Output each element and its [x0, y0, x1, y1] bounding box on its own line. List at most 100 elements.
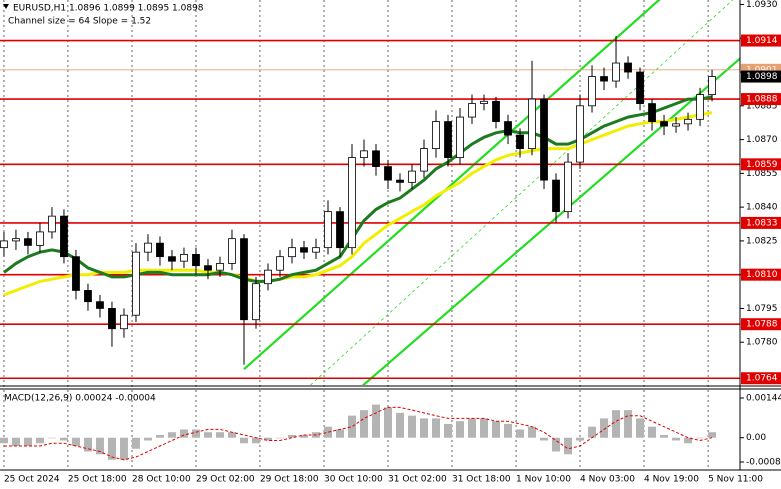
- candle-body: [696, 94, 704, 120]
- macd-bar: [71, 437, 80, 446]
- candle-body: [132, 251, 140, 316]
- candle-body: [444, 121, 452, 159]
- macd-bar: [59, 437, 68, 441]
- macd-bar: [576, 437, 585, 441]
- macd-bar: [347, 415, 356, 438]
- candle-body: [480, 100, 488, 104]
- candle-body: [420, 148, 428, 172]
- macd-bar: [588, 426, 597, 438]
- macd-bar: [612, 410, 621, 438]
- x-tick-label: 29 Oct 18:00: [260, 475, 319, 485]
- y-tick-label: 1.0840: [746, 203, 778, 213]
- symbol-icon: [3, 4, 9, 9]
- candle-body: [648, 103, 656, 122]
- macd-bar: [323, 426, 332, 438]
- candle-body: [636, 71, 644, 104]
- x-tick-label: 31 Oct 18:00: [452, 475, 511, 485]
- ask-label-box: [741, 63, 781, 76]
- x-tick-label: 5 Nov 11:00: [708, 475, 763, 485]
- macd-bar: [528, 426, 537, 438]
- candle-body: [564, 161, 572, 213]
- macd-bar: [396, 412, 405, 438]
- last-price-label: 1.0898: [746, 72, 778, 82]
- moving-average: [3, 111, 713, 297]
- macd-bar: [624, 410, 633, 438]
- candle-body: [180, 254, 188, 262]
- candle-body: [216, 263, 224, 271]
- level-label-box: [741, 93, 781, 106]
- candle-body: [576, 105, 584, 163]
- channel-line: [243, 0, 661, 371]
- macd-bar: [239, 437, 248, 444]
- macd-bar: [660, 434, 669, 438]
- candle-body: [396, 179, 404, 183]
- macd-bar: [516, 429, 525, 438]
- x-tick-label: 29 Oct 02:00: [196, 475, 255, 485]
- y-tick-label: 1.0780: [746, 338, 778, 348]
- last-price-box: [741, 70, 781, 83]
- macd-bar: [696, 437, 705, 439]
- candle-body: [288, 247, 296, 258]
- macd-bar: [263, 437, 272, 441]
- level-label-box: [741, 372, 781, 385]
- level-label: 1.0810: [746, 270, 778, 280]
- macd-bar: [47, 437, 56, 439]
- macd-bar: [504, 423, 513, 438]
- candle-body: [360, 150, 368, 159]
- macd-bar: [456, 421, 465, 438]
- price-panel: [0, 0, 740, 385]
- x-tick-label: 28 Oct 10:00: [132, 475, 191, 485]
- y-tick-label: 1.0930: [746, 0, 778, 10]
- x-tick-label: 31 Oct 02:00: [388, 475, 447, 485]
- macd-bar: [11, 437, 20, 446]
- level-label: 1.0859: [746, 160, 778, 170]
- macd-bar: [179, 429, 188, 438]
- level-label: 1.0764: [746, 374, 778, 384]
- level-label-box: [741, 318, 781, 331]
- axis-layer: 25 Oct 2024 25 Oct 18:00 28 Oct 10:00 29 Oc…: [4, 0, 781, 485]
- channel-line: [361, 57, 740, 385]
- macd-y-tick-label: -0.00088: [746, 458, 781, 468]
- candle-body: [528, 98, 536, 149]
- candle-body: [12, 238, 20, 242]
- channel-line: [310, 0, 734, 385]
- candle-body: [552, 179, 560, 213]
- macd-bar: [95, 437, 104, 455]
- macd-bar: [23, 437, 32, 446]
- macd-bar: [107, 437, 116, 460]
- candle-body: [96, 301, 104, 309]
- macd-bar: [359, 410, 368, 438]
- macd-bar: [444, 423, 453, 438]
- candle-body: [108, 308, 116, 330]
- level-label-box: [741, 216, 781, 229]
- macd-y-tick-label: 0.00: [746, 433, 766, 443]
- macd-bar: [167, 432, 176, 438]
- x-tick-label: 25 Oct 2024: [4, 475, 60, 485]
- level-label: 1.0914: [746, 36, 778, 46]
- candle-body: [48, 215, 56, 233]
- y-tick-label: 1.0855: [746, 169, 778, 179]
- candle-body: [0, 240, 8, 249]
- x-tick-label: 30 Oct 10:00: [324, 475, 383, 485]
- macd-title: MACD(12,26,9) 0.00024 -0.00004: [4, 394, 156, 404]
- candle-body: [660, 121, 668, 127]
- candle-body: [372, 150, 380, 168]
- macd-bar: [35, 437, 44, 444]
- macd-bar: [287, 434, 296, 438]
- y-tick-label: 1.0885: [746, 101, 778, 111]
- candle-body: [312, 247, 320, 253]
- macd-bar: [275, 437, 284, 439]
- chart-title: EURUSD,H1 1.0896 1.0899 1.0895 1.0898: [13, 4, 204, 14]
- level-label-box: [741, 158, 781, 171]
- macd-bar: [468, 418, 477, 438]
- macd-bar: [251, 437, 260, 444]
- candle-body: [300, 247, 308, 253]
- x-tick-label: 4 Nov 03:00: [580, 475, 635, 485]
- candle-body: [204, 265, 212, 271]
- macd-bar: [408, 415, 417, 438]
- candle-body: [612, 62, 620, 82]
- macd-bar: [480, 418, 489, 438]
- candle-body: [168, 256, 176, 262]
- moving-average: [3, 95, 713, 283]
- x-tick-label: 4 Nov 19:00: [644, 475, 699, 485]
